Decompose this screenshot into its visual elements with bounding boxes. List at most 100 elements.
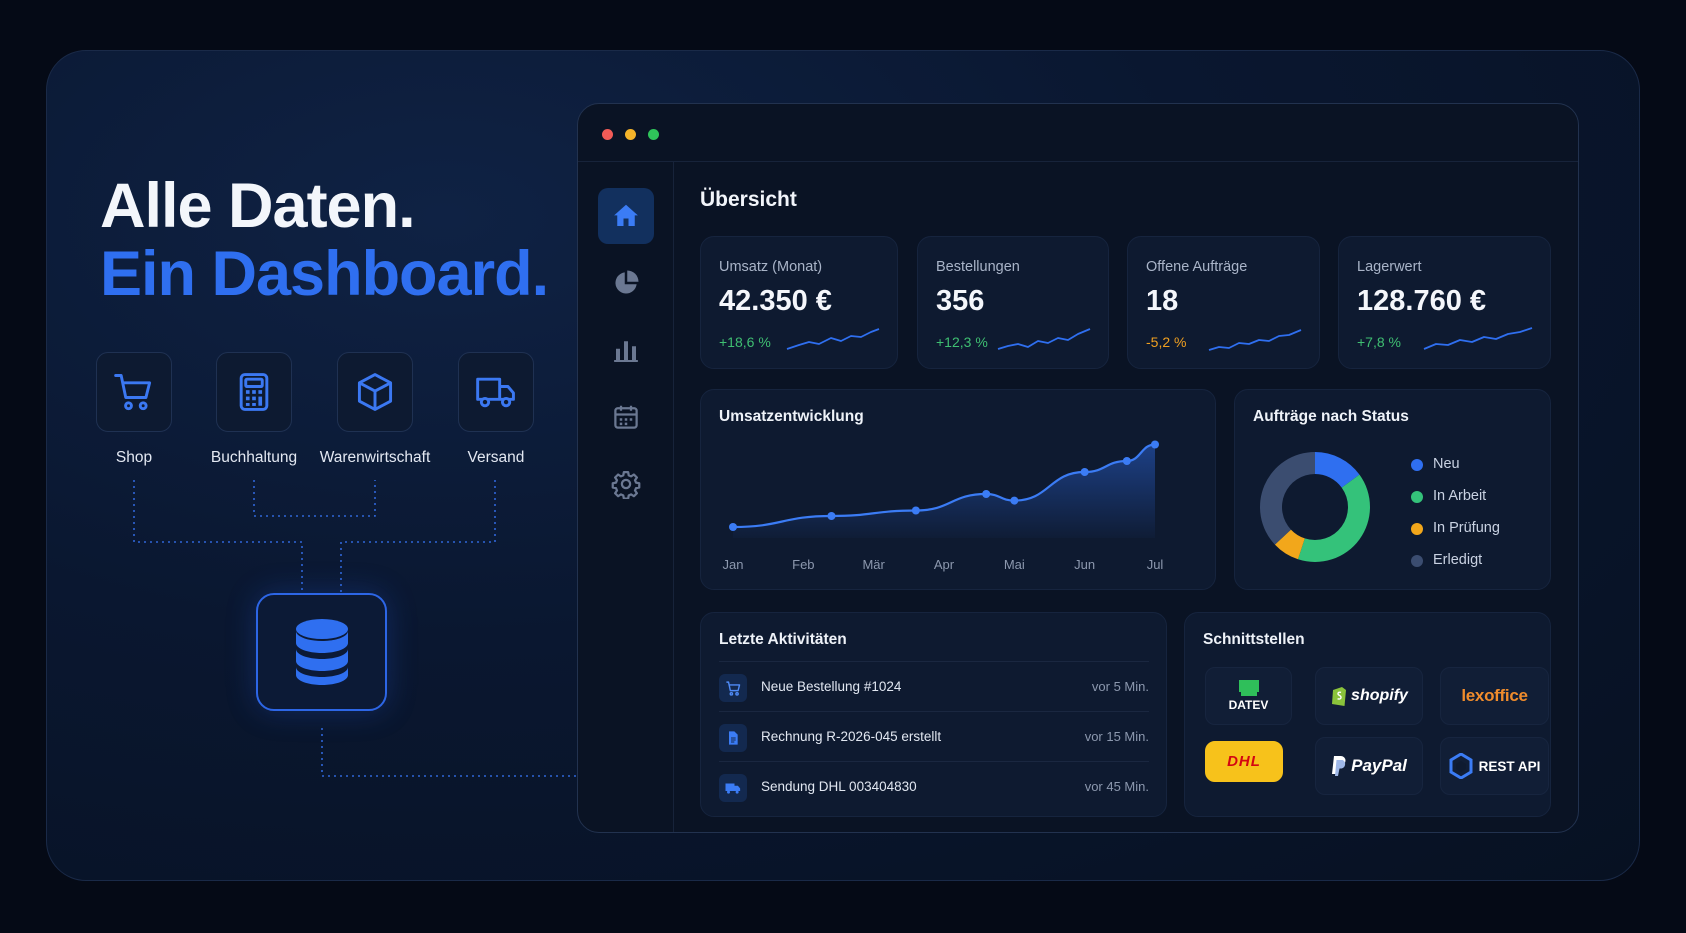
activity-row[interactable]: Neue Bestellung #1024 vor 5 Min.	[719, 661, 1149, 711]
kpi-label: Umsatz (Monat)	[719, 259, 823, 275]
document-icon	[719, 724, 747, 752]
nav-calendar[interactable]	[598, 389, 654, 445]
revenue-point[interactable]	[1151, 440, 1159, 449]
integration-lexoffice[interactable]: lexoffice	[1440, 667, 1549, 725]
activity-time: vor 15 Min.	[1084, 729, 1149, 744]
revenue-point[interactable]	[1010, 496, 1019, 505]
paypal-label: PayPal	[1351, 756, 1407, 775]
sidebar	[578, 162, 674, 832]
activity-time: vor 45 Min.	[1084, 779, 1149, 794]
integration-dhl[interactable]: DHL	[1205, 741, 1283, 782]
legend-dot	[1411, 523, 1423, 535]
revenue-chart-card: Umsatzentwicklung Jan Feb Mär Apr Mai Jun Jul	[700, 389, 1216, 590]
pie-chart-icon	[615, 270, 639, 294]
kpi-change: +12,3 %	[936, 334, 988, 350]
shipping-source	[458, 352, 534, 432]
cart-icon	[114, 374, 152, 411]
revenue-point[interactable]	[827, 512, 836, 520]
donut-slice[interactable]	[1315, 452, 1360, 488]
database-hub	[256, 593, 387, 711]
kpi-sparkline	[1423, 327, 1533, 350]
integrations-card: Schnittstellen DATEV shopify lexoffice D…	[1184, 612, 1551, 817]
status-donut	[1260, 452, 1370, 562]
kpi-label: Lagerwert	[1357, 259, 1422, 275]
kpi-value: 356	[936, 285, 985, 317]
revenue-point[interactable]	[982, 490, 991, 498]
x-tick-label: Mär	[862, 557, 885, 572]
kpi-card-revenue[interactable]: Umsatz (Monat) 42.350 € +18,6 %	[700, 236, 898, 369]
revenue-point[interactable]	[729, 523, 737, 531]
revenue-area	[733, 444, 1155, 538]
calculator-icon	[239, 373, 269, 411]
box-icon	[357, 373, 393, 411]
integration-datev[interactable]: DATEV	[1205, 667, 1292, 725]
kpi-card-orders[interactable]: Bestellungen 356 +12,3 %	[917, 236, 1109, 369]
legend-dot	[1411, 459, 1423, 471]
donut-slice[interactable]	[1274, 529, 1305, 560]
activities-card: Letzte Aktivitäten Neue Bestellung #1024…	[700, 612, 1167, 817]
shop-label: Shop	[115, 449, 153, 466]
datev-label: DATEV	[1228, 698, 1269, 712]
bar-chart-icon	[614, 341, 638, 362]
inventory-label: Warenwirtschaft	[319, 449, 431, 466]
maximize-dot[interactable]	[648, 129, 659, 140]
nav-reports[interactable]	[598, 255, 654, 311]
nav-settings[interactable]	[598, 456, 654, 512]
gear-icon	[611, 471, 641, 499]
revenue-point[interactable]	[1080, 468, 1089, 476]
nav-home[interactable]	[598, 188, 654, 244]
revenue-chart-title: Umsatzentwicklung	[719, 408, 864, 425]
integration-shopify[interactable]: shopify	[1315, 667, 1423, 725]
truck-icon	[476, 377, 515, 408]
accounting-label: Buchhaltung	[210, 449, 298, 466]
integrations-title: Schnittstellen	[1203, 631, 1305, 648]
donut-slice[interactable]	[1298, 474, 1370, 562]
integration-paypal[interactable]: PayPal	[1315, 737, 1423, 795]
kpi-change: +7,8 %	[1357, 334, 1401, 350]
dhl-logo: DHL	[1227, 753, 1261, 770]
x-tick-label: Jul	[1146, 557, 1164, 572]
activity-text: Neue Bestellung #1024	[761, 679, 902, 694]
revenue-chart	[729, 440, 1159, 538]
kpi-change: +18,6 %	[719, 334, 771, 350]
nav-statistics[interactable]	[598, 322, 654, 378]
status-chart-card: Aufträge nach Status Neu In Arbeit In Prüf…	[1234, 389, 1551, 590]
cart-icon	[719, 674, 747, 702]
integration-rest-api[interactable]: REST API	[1440, 737, 1549, 795]
hero-line-2: Ein Dashboard.	[100, 239, 549, 309]
legend-dot	[1411, 555, 1423, 567]
x-tick-label: Feb	[792, 557, 815, 572]
activity-text: Rechnung R-2026-045 erstellt	[761, 729, 942, 744]
kpi-card-inventory-value[interactable]: Lagerwert 128.760 € +7,8 %	[1338, 236, 1551, 369]
shopify-logo	[1332, 687, 1347, 706]
status-chart-title: Aufträge nach Status	[1253, 408, 1409, 425]
revenue-point[interactable]	[911, 506, 920, 515]
shipping-label: Versand	[467, 449, 525, 466]
legend-dot	[1411, 491, 1423, 503]
kpi-value: 128.760 €	[1357, 285, 1487, 317]
x-tick-label: Apr	[933, 557, 955, 572]
hero-line-1: Alle Daten.	[100, 171, 416, 241]
kpi-change: -5,2 %	[1146, 334, 1187, 350]
shopify-label: shopify	[1351, 687, 1408, 704]
kpi-label: Offene Aufträge	[1146, 259, 1248, 275]
api-icon	[1449, 753, 1473, 779]
minimize-dot[interactable]	[625, 129, 636, 140]
main-content: Übersicht Umsatz (Monat) 42.350 € +18,6 …	[674, 162, 1578, 832]
hero-headline: Alle Daten. Ein Dashboard.	[100, 171, 549, 309]
activity-row[interactable]: Rechnung R-2026-045 erstellt vor 15 Min.	[719, 711, 1149, 761]
legend-label: Erledigt	[1433, 552, 1483, 568]
x-tick-label: Mai	[1003, 557, 1025, 572]
accounting-source	[216, 352, 292, 432]
activity-row[interactable]: Sendung DHL 003404830 vor 45 Min.	[719, 761, 1149, 811]
kpi-card-open-orders[interactable]: Offene Aufträge 18 -5,2 %	[1127, 236, 1320, 369]
legend-label: In Arbeit	[1433, 488, 1487, 504]
calendar-icon	[614, 405, 638, 429]
inventory-source	[337, 352, 413, 432]
donut-slice[interactable]	[1260, 452, 1315, 545]
revenue-point[interactable]	[1122, 457, 1131, 465]
close-dot[interactable]	[602, 129, 613, 140]
activity-time: vor 5 Min.	[1091, 679, 1149, 694]
activities-title: Letzte Aktivitäten	[719, 631, 847, 648]
